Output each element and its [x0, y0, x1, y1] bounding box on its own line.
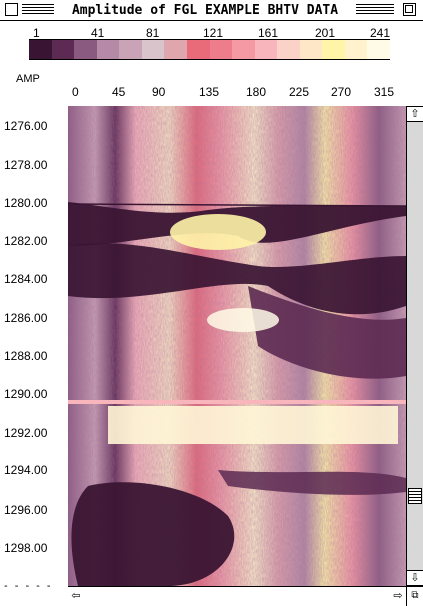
x-tick: 315: [374, 85, 395, 99]
y-tick: 1284.00: [4, 272, 48, 286]
scroll-left-icon[interactable]: ⇦: [71, 590, 81, 602]
colorscale-swatch: [232, 40, 255, 59]
y-tick: 1294.00: [4, 463, 48, 477]
vertical-scroll-thumb[interactable]: [408, 488, 422, 504]
colorscale-swatch: [51, 40, 75, 59]
x-tick: 180: [246, 85, 267, 99]
y-axis: 1276.00 1278.00 1280.00 1282.00 1284.00 …: [0, 106, 68, 586]
colorscale-tick: 201: [315, 26, 336, 40]
colorscale-tick: 121: [203, 26, 224, 40]
x-tick: 0: [72, 85, 79, 99]
band-edge: [68, 400, 406, 404]
amplitude-image[interactable]: [68, 106, 406, 586]
zoom-box-icon[interactable]: [403, 3, 416, 16]
window-title: Amplitude of FGL EXAMPLE BHTV DATA: [56, 2, 354, 19]
colorscale-tick: 161: [258, 26, 279, 40]
x-tick: 45: [112, 85, 126, 99]
colorscale-swatch: [209, 40, 233, 59]
y-tick: 1292.00: [4, 426, 48, 440]
bright-lens: [207, 308, 279, 332]
y-tick: 1288.00: [4, 349, 48, 363]
y-tick: 1280.00: [4, 196, 48, 210]
colorscale-swatch: [299, 40, 323, 59]
colorscale-swatch: [119, 40, 142, 59]
y-tick: 1290.00: [4, 387, 48, 401]
x-axis: 0 45 90 135 180 225 270 315: [68, 82, 406, 106]
colorscale-tick: 81: [146, 26, 160, 40]
grow-box-icon[interactable]: ⧉: [406, 586, 423, 606]
window-titlebar[interactable]: Amplitude of FGL EXAMPLE BHTV DATA: [0, 0, 423, 21]
scroll-down-icon[interactable]: ⇩: [407, 570, 423, 586]
colorscale-ticks: 1 41 81 121 161 201 241: [0, 24, 423, 40]
x-tick: 135: [199, 85, 220, 99]
colorscale-swatch: [322, 40, 345, 59]
x-tick: 225: [289, 85, 310, 99]
colorscale-swatch: [29, 40, 52, 59]
horizontal-scrollbar[interactable]: ⇦ ⇨: [68, 586, 406, 606]
unit-label: AMP: [16, 73, 40, 85]
y-tick: 1276.00: [4, 119, 48, 133]
dark-feature: [71, 482, 235, 586]
colorscale-tick: 241: [370, 26, 391, 40]
bright-band: [108, 406, 398, 444]
titlebar-stripes-left: [22, 4, 54, 16]
colorscale-swatch: [141, 40, 165, 59]
close-box-icon[interactable]: [5, 3, 18, 16]
x-tick: 270: [331, 85, 352, 99]
dark-feature: [248, 286, 406, 379]
dark-feature: [68, 243, 406, 315]
titlebar-stripes-right: [356, 4, 394, 16]
y-tick: 1278.00: [4, 158, 48, 172]
colorscale-bar: [29, 39, 390, 60]
colorscale-swatch: [186, 40, 210, 59]
colorscale-swatch: [74, 40, 97, 59]
colorscale-swatch: [164, 40, 187, 59]
y-tick: 1286.00: [4, 311, 48, 325]
dark-feature: [218, 470, 406, 495]
y-axis-bottom-marker: - - - - -: [4, 580, 53, 592]
colorscale-tick: 1: [33, 26, 40, 40]
colorscale-tick: 41: [91, 26, 105, 40]
fracture-line: [68, 203, 406, 207]
y-tick: 1296.00: [4, 503, 48, 517]
scroll-up-icon[interactable]: ⇧: [407, 106, 423, 122]
x-tick: 90: [152, 85, 166, 99]
vertical-scrollbar[interactable]: ⇧ ⇩: [406, 106, 423, 586]
bright-lens: [170, 214, 266, 250]
colorscale-swatch: [277, 40, 300, 59]
y-tick: 1298.00: [4, 541, 48, 555]
colorscale-swatch: [96, 40, 120, 59]
colorscale-swatch: [344, 40, 368, 59]
colorscale-swatch: [367, 40, 390, 59]
colorscale-swatch: [254, 40, 278, 59]
scroll-right-icon[interactable]: ⇨: [393, 590, 403, 602]
y-tick: 1282.00: [4, 234, 48, 248]
